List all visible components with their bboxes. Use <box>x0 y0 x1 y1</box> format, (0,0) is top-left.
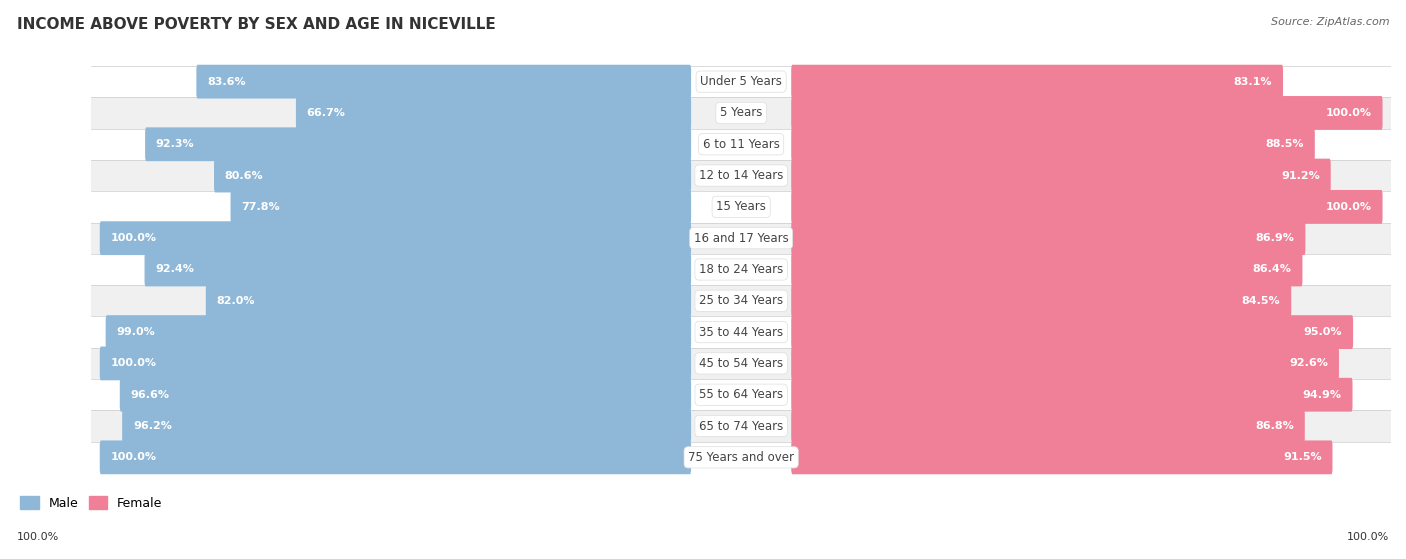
FancyBboxPatch shape <box>792 190 1382 224</box>
Text: 100.0%: 100.0% <box>111 233 156 243</box>
Bar <box>89 160 1406 191</box>
Text: 100.0%: 100.0% <box>1347 532 1389 542</box>
FancyBboxPatch shape <box>792 315 1353 349</box>
Bar <box>89 254 1406 285</box>
Text: 86.4%: 86.4% <box>1253 264 1292 274</box>
Bar <box>89 316 1406 348</box>
Text: Under 5 Years: Under 5 Years <box>700 75 782 88</box>
Text: 18 to 24 Years: 18 to 24 Years <box>699 263 783 276</box>
Bar <box>89 285 1406 316</box>
FancyBboxPatch shape <box>792 440 1333 474</box>
FancyBboxPatch shape <box>792 159 1330 192</box>
FancyBboxPatch shape <box>100 221 692 255</box>
Text: 96.2%: 96.2% <box>134 421 172 431</box>
Text: 75 Years and over: 75 Years and over <box>688 451 794 464</box>
Text: 100.0%: 100.0% <box>17 532 59 542</box>
Bar <box>89 348 1406 379</box>
FancyBboxPatch shape <box>145 127 692 161</box>
Text: 12 to 14 Years: 12 to 14 Years <box>699 169 783 182</box>
Legend: Male, Female: Male, Female <box>15 491 167 515</box>
FancyBboxPatch shape <box>120 378 692 411</box>
FancyBboxPatch shape <box>792 253 1302 286</box>
Text: 96.6%: 96.6% <box>131 390 170 400</box>
Bar <box>89 97 1406 129</box>
Text: 100.0%: 100.0% <box>1326 108 1372 118</box>
Text: 15 Years: 15 Years <box>716 200 766 214</box>
Text: 16 and 17 Years: 16 and 17 Years <box>693 231 789 245</box>
Text: 92.3%: 92.3% <box>156 139 194 149</box>
Text: 84.5%: 84.5% <box>1241 296 1281 306</box>
FancyBboxPatch shape <box>145 253 692 286</box>
FancyBboxPatch shape <box>792 96 1382 130</box>
Text: 80.6%: 80.6% <box>225 170 263 181</box>
Text: 91.5%: 91.5% <box>1284 452 1322 462</box>
FancyBboxPatch shape <box>792 378 1353 411</box>
Bar <box>89 410 1406 442</box>
Bar <box>89 66 1406 97</box>
Text: 86.8%: 86.8% <box>1256 421 1294 431</box>
FancyBboxPatch shape <box>792 65 1284 98</box>
FancyBboxPatch shape <box>792 409 1305 443</box>
Text: 100.0%: 100.0% <box>111 358 156 368</box>
FancyBboxPatch shape <box>295 96 692 130</box>
FancyBboxPatch shape <box>231 190 692 224</box>
Text: 86.9%: 86.9% <box>1256 233 1295 243</box>
Text: 83.6%: 83.6% <box>207 77 246 87</box>
FancyBboxPatch shape <box>792 221 1305 255</box>
Bar <box>89 379 1406 410</box>
Text: 95.0%: 95.0% <box>1303 327 1343 337</box>
Text: Source: ZipAtlas.com: Source: ZipAtlas.com <box>1271 17 1389 27</box>
FancyBboxPatch shape <box>100 347 692 380</box>
Text: 5 Years: 5 Years <box>720 106 762 120</box>
Bar <box>89 129 1406 160</box>
Text: 82.0%: 82.0% <box>217 296 254 306</box>
FancyBboxPatch shape <box>214 159 692 192</box>
FancyBboxPatch shape <box>197 65 692 98</box>
Text: 99.0%: 99.0% <box>117 327 155 337</box>
Text: 35 to 44 Years: 35 to 44 Years <box>699 325 783 339</box>
Text: 25 to 34 Years: 25 to 34 Years <box>699 294 783 307</box>
FancyBboxPatch shape <box>100 440 692 474</box>
Text: 100.0%: 100.0% <box>1326 202 1372 212</box>
FancyBboxPatch shape <box>792 127 1315 161</box>
FancyBboxPatch shape <box>792 347 1339 380</box>
Bar <box>89 222 1406 254</box>
Text: 100.0%: 100.0% <box>111 452 156 462</box>
Text: 66.7%: 66.7% <box>307 108 346 118</box>
Text: 83.1%: 83.1% <box>1233 77 1272 87</box>
Text: 94.9%: 94.9% <box>1303 390 1341 400</box>
Text: 77.8%: 77.8% <box>242 202 280 212</box>
Text: 6 to 11 Years: 6 to 11 Years <box>703 138 779 151</box>
FancyBboxPatch shape <box>105 315 692 349</box>
Text: 55 to 64 Years: 55 to 64 Years <box>699 388 783 401</box>
Text: 65 to 74 Years: 65 to 74 Years <box>699 420 783 433</box>
Text: INCOME ABOVE POVERTY BY SEX AND AGE IN NICEVILLE: INCOME ABOVE POVERTY BY SEX AND AGE IN N… <box>17 17 496 32</box>
FancyBboxPatch shape <box>792 284 1291 318</box>
Bar <box>89 191 1406 222</box>
Text: 91.2%: 91.2% <box>1281 170 1320 181</box>
Text: 92.4%: 92.4% <box>155 264 194 274</box>
FancyBboxPatch shape <box>122 409 692 443</box>
Text: 92.6%: 92.6% <box>1289 358 1329 368</box>
Bar <box>89 442 1406 473</box>
Text: 88.5%: 88.5% <box>1265 139 1303 149</box>
Text: 45 to 54 Years: 45 to 54 Years <box>699 357 783 370</box>
FancyBboxPatch shape <box>205 284 692 318</box>
